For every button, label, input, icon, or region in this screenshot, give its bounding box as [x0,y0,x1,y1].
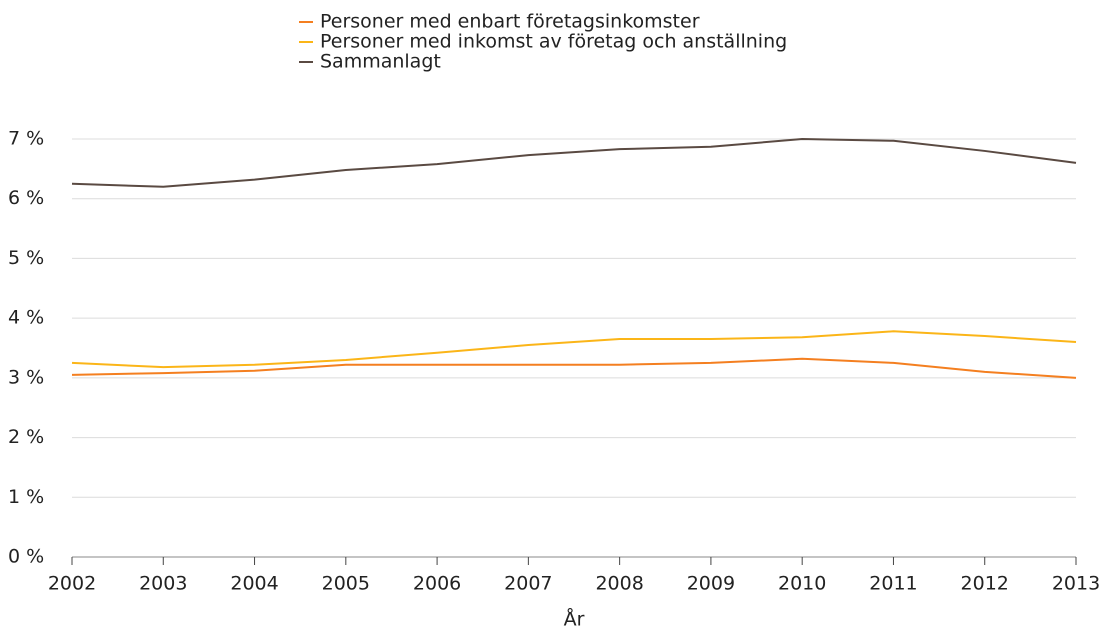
x-tick-label: 2007 [504,573,552,595]
x-axis-title: År [564,608,585,628]
data-line [71,138,1077,188]
x-tick-label: 2005 [322,573,370,595]
y-tick-label: 7 % [8,128,44,150]
x-tick-label: 2003 [139,573,187,595]
legend-label: Sammanlagt [320,51,441,73]
y-tick-label: 1 % [8,486,44,508]
y-tick-label: 3 % [8,366,44,388]
y-tick-label: 0 % [8,546,44,568]
x-tick-label: 2009 [687,573,735,595]
x-tick-label: 2011 [869,573,917,595]
data-line [71,330,1077,369]
x-tick-label: 2008 [595,573,643,595]
x-tick-label: 2010 [778,573,826,595]
x-tick-label: 2012 [961,573,1009,595]
y-tick-label: 6 % [8,187,44,209]
y-tick-label: 5 % [8,247,44,269]
x-tick-label: 2004 [230,573,278,595]
y-tick-label: 4 % [8,307,44,329]
x-tick-label: 2002 [48,573,96,595]
x-tick-label: 2013 [1052,573,1100,595]
legend-label: Personer med enbart företagsinkomster [320,11,700,33]
x-tick-label: 2006 [413,573,461,595]
data-line [71,357,1077,379]
y-tick-label: 2 % [8,426,44,448]
legend-label: Personer med inkomst av företag och anst… [320,31,787,53]
